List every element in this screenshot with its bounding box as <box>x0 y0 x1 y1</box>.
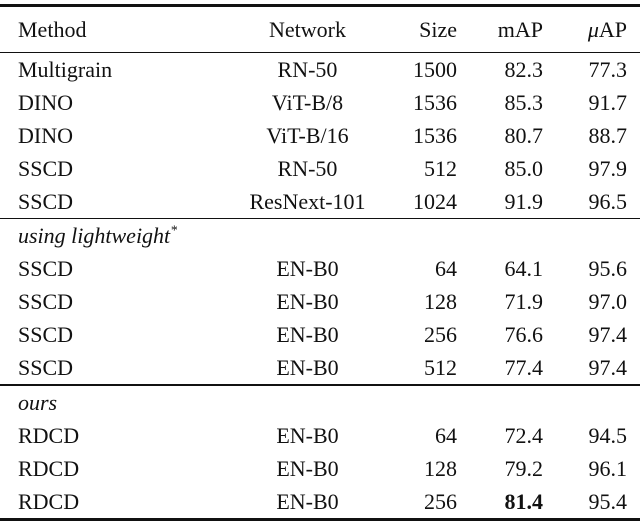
column-header-uap: μAP <box>543 6 640 53</box>
cell-method: SSCD <box>18 255 74 281</box>
cell-size: 256 <box>424 488 457 514</box>
cell-network: EN-B0 <box>276 422 339 448</box>
table-row: DINO ViT-B/16 1536 80.7 88.7 <box>0 119 640 152</box>
cell-method: SSCD <box>18 354 74 380</box>
cell-method: RDCD <box>18 422 80 448</box>
cell-uap: 97.0 <box>588 288 628 314</box>
column-header-map: mAP <box>497 16 543 42</box>
uap-suffix: AP <box>598 16 627 42</box>
cell-method: RDCD <box>18 488 80 514</box>
cell-uap: 77.3 <box>588 56 628 82</box>
cell-size: 128 <box>424 288 457 314</box>
cell-method: SSCD <box>18 188 74 214</box>
cell-size: 512 <box>424 155 457 181</box>
cell-uap: 96.5 <box>588 188 628 214</box>
cell-map: 80.7 <box>504 122 544 148</box>
cell-size: 64 <box>435 422 457 448</box>
results-table: Method Network Size mAP μAP Multigrain RN… <box>0 4 640 521</box>
cell-map: 85.0 <box>504 155 544 181</box>
table-row: SSCD EN-B0 512 77.4 97.4 <box>0 351 640 385</box>
mu-symbol: μ <box>587 16 599 42</box>
cell-map: 85.3 <box>504 89 544 115</box>
cell-size: 1500 <box>413 56 457 82</box>
cell-map: 81.4 <box>504 488 544 514</box>
cell-map: 82.3 <box>504 56 544 82</box>
table-row: DINO ViT-B/8 1536 85.3 91.7 <box>0 86 640 119</box>
cell-method: DINO <box>18 89 73 115</box>
cell-network: RN-50 <box>277 155 338 181</box>
cell-size: 256 <box>424 321 457 347</box>
cell-network: EN-B0 <box>276 354 339 380</box>
table-row: SSCD EN-B0 128 71.9 97.0 <box>0 285 640 318</box>
cell-uap: 97.9 <box>588 155 628 181</box>
cell-network: EN-B0 <box>276 321 339 347</box>
cell-network: EN-B0 <box>276 455 339 481</box>
cell-map: 64.1 <box>504 255 544 281</box>
table-row: SSCD EN-B0 64 64.1 95.6 <box>0 252 640 285</box>
cell-method: SSCD <box>18 321 74 347</box>
table-row: Multigrain RN-50 1500 82.3 77.3 <box>0 53 640 87</box>
cell-network: ViT-B/8 <box>271 89 344 115</box>
section-header-row: using lightweight* <box>0 218 640 253</box>
cell-map: 79.2 <box>504 455 544 481</box>
cell-size: 1024 <box>413 188 457 214</box>
cell-method: Multigrain <box>18 56 113 82</box>
superscript-asterisk: * <box>170 222 177 238</box>
section-label: ours <box>0 385 640 419</box>
cell-network: ResNext-101 <box>249 188 366 214</box>
section-header-row: ours <box>0 385 640 419</box>
table-header: Method Network Size mAP μAP <box>0 6 640 53</box>
section-label-text: ours <box>18 389 58 415</box>
cell-size: 512 <box>424 354 457 380</box>
cell-size: 128 <box>424 455 457 481</box>
cell-network: EN-B0 <box>276 255 339 281</box>
cell-network: EN-B0 <box>276 488 339 514</box>
column-header-method: Method <box>18 16 87 42</box>
cell-size: 1536 <box>413 89 457 115</box>
cell-network: ViT-B/16 <box>266 122 349 148</box>
cell-network: RN-50 <box>277 56 338 82</box>
table-row: SSCD ResNext-101 1024 91.9 96.5 <box>0 185 640 219</box>
column-header-network: Network <box>269 16 346 42</box>
section-label-text: using lightweight <box>18 222 171 248</box>
cell-uap: 97.4 <box>588 354 628 380</box>
table-row: SSCD EN-B0 256 76.6 97.4 <box>0 318 640 351</box>
cell-size: 1536 <box>413 122 457 148</box>
cell-map: 76.6 <box>504 321 544 347</box>
cell-method: DINO <box>18 122 73 148</box>
cell-uap: 95.6 <box>588 255 628 281</box>
column-header-size: Size <box>419 16 457 42</box>
cell-method: SSCD <box>18 155 74 181</box>
cell-uap: 91.7 <box>588 89 628 115</box>
cell-uap: 95.4 <box>588 488 628 514</box>
table-row: RDCD EN-B0 64 72.4 94.5 <box>0 419 640 452</box>
cell-uap: 94.5 <box>588 422 628 448</box>
cell-network: EN-B0 <box>276 288 339 314</box>
cell-map: 77.4 <box>504 354 544 380</box>
table-row: RDCD EN-B0 128 79.2 96.1 <box>0 452 640 485</box>
table-row: RDCD EN-B0 256 81.4 95.4 <box>0 485 640 520</box>
table-row: SSCD RN-50 512 85.0 97.9 <box>0 152 640 185</box>
cell-uap: 96.1 <box>588 455 628 481</box>
cell-method: SSCD <box>18 288 74 314</box>
cell-uap: 88.7 <box>588 122 628 148</box>
section-label: using lightweight* <box>0 219 640 253</box>
cell-uap: 97.4 <box>588 321 628 347</box>
cell-size: 64 <box>435 255 457 281</box>
cell-method: RDCD <box>18 455 80 481</box>
table-body: Multigrain RN-50 1500 82.3 77.3 DINO ViT-B/8 15… <box>0 53 640 520</box>
cell-map: 71.9 <box>504 288 544 314</box>
cell-map: 72.4 <box>504 422 544 448</box>
cell-map: 91.9 <box>504 188 544 214</box>
header-row: Method Network Size mAP μAP <box>0 6 640 53</box>
